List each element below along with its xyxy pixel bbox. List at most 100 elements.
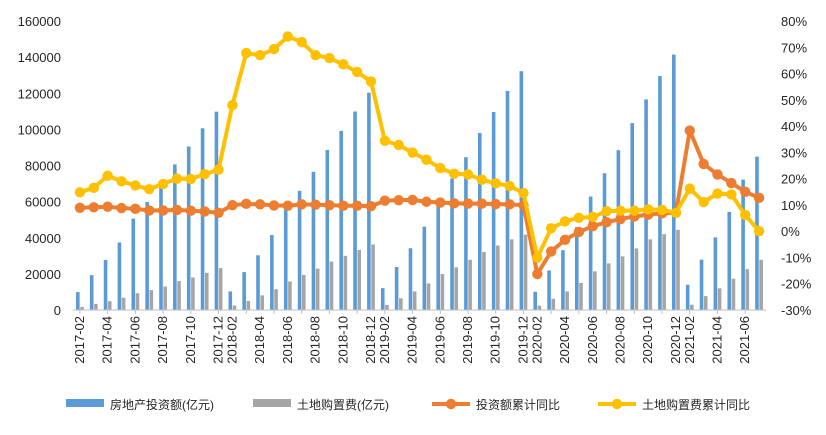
legend-investment-yoy-swatch-marker [445,398,457,410]
land-purchase-yoy-point [407,147,418,158]
investment-yoy-point [379,195,391,206]
investment-bar [588,196,593,310]
investment-yoy-point [615,213,626,225]
land-purchase-bar [329,261,334,310]
investment-bar [297,190,302,310]
legend-investment-swatch [66,399,104,407]
land-purchase-bar [703,296,708,310]
legend: 房地产投资额(亿元) 土地购置费(亿元) 投资额累计同比 土地购置费累计同比 [66,397,750,412]
right-y-tick-label: 30% [781,145,807,160]
investment-bar [713,237,718,310]
land-purchase-yoy-point [144,183,155,195]
x-tick-label: 2018-12 [363,316,378,364]
right-y-tick-label: 70% [781,40,807,55]
land-purchase-yoy-point [476,174,488,185]
investment-bar [658,76,662,310]
land-purchase-yoy-point [642,204,654,215]
land-purchase-yoy-point [227,99,238,111]
investment-yoy-point [171,204,183,216]
land-purchase-yoy-point [241,47,252,59]
investment-bar [547,270,551,310]
land-purchase-bar [399,298,403,310]
land-purchase-bar [94,303,98,310]
land-purchase-bar [385,304,389,310]
land-purchase-yoy-point [365,76,377,87]
investment-bar [159,183,163,310]
investment-bar [311,171,316,310]
land-purchase-yoy-point [185,173,197,185]
investment-yoy-point [712,169,723,180]
left-y-tick-label: 20000 [25,267,61,282]
land-purchase-bar [288,281,292,310]
investment-bar [131,218,136,310]
investment-yoy-point [559,234,571,246]
right-y-tick-label: -20% [781,277,812,292]
x-tick-label: 2019-10 [488,316,503,364]
investment-yoy-point [587,220,598,232]
investment-bar [408,248,413,310]
land-purchase-bar [218,268,223,310]
investment-yoy-point [698,158,709,170]
land-purchase-yoy-point [545,223,557,234]
x-tick-label: 2017-06 [127,316,142,364]
investment-bar [422,226,427,310]
investment-yoy-point [726,177,737,189]
investment-bar [256,255,260,310]
left-y-axis-ticks: 0 20000 40000 60000 80000 100000 120000 140000 1… [18,14,61,318]
x-tick-label: 2018-10 [335,316,350,364]
investment-yoy-point [213,207,224,218]
land-purchase-yoy-point [130,180,141,191]
investment-bar [491,112,496,310]
right-y-tick-label: 50% [781,93,807,108]
legend-investment-label: 房地产投资额(亿元) [110,397,214,412]
land-purchase-yoy-point [629,205,640,216]
land-purchase-yoy-point [601,206,612,217]
land-purchase-bar [537,305,542,310]
land-purchase-bar [717,288,722,310]
investment-yoy-point [435,197,446,208]
investment-bar [103,259,108,310]
investment-bar [145,201,149,310]
right-y-tick-label: 10% [781,198,807,213]
investment-yoy-point [296,199,307,210]
x-tick-label: 2020-12 [668,316,683,364]
legend-investment-yoy-label: 投资额累计同比 [476,397,560,412]
investment-bar [464,157,468,310]
investment-yoy-point [573,226,585,238]
investment-bar [89,275,94,310]
x-tick-label: 2017-02 [72,316,87,364]
land-purchase-yoy-point [490,178,501,189]
land-purchase-bar [163,286,167,310]
land-purchase-yoy-point [296,36,307,48]
land-purchase-yoy-point [448,168,460,179]
investment-yoy-point [421,196,432,207]
x-tick-label: 2019-06 [432,316,447,364]
investment-bar [228,291,233,310]
land-purchase-bar [232,305,237,310]
legend-land-purchase-yoy-swatch-marker [611,398,623,410]
investment-yoy-point [753,192,765,204]
investment-bar [76,292,80,310]
land-purchase-yoy-point [435,162,446,174]
x-tick-label: 2020-02 [529,316,544,364]
land-purchase-bar [135,293,140,310]
investment-yoy-point [351,200,363,211]
land-purchase-bar [676,229,680,310]
land-purchase-bar [759,259,763,310]
land-purchase-yoy-point [421,154,432,165]
land-purchase-bar [468,259,472,310]
land-purchase-yoy-line [79,34,761,260]
x-tick-label: 2020-06 [585,316,600,364]
right-y-tick-label: 20% [781,172,807,187]
land-purchase-yoy-point [684,183,695,194]
investment-yoy-point [227,199,238,211]
investment-bar [117,242,122,310]
investment-yoy-point [199,206,210,217]
land-purchase-yoy-point [518,187,529,199]
land-purchase-yoy-point [698,196,709,208]
investment-bar [200,128,205,310]
land-purchase-bar [454,267,459,310]
left-y-tick-label: 160000 [18,14,61,29]
investment-bar [186,146,191,310]
land-purchase-bar [371,244,375,310]
